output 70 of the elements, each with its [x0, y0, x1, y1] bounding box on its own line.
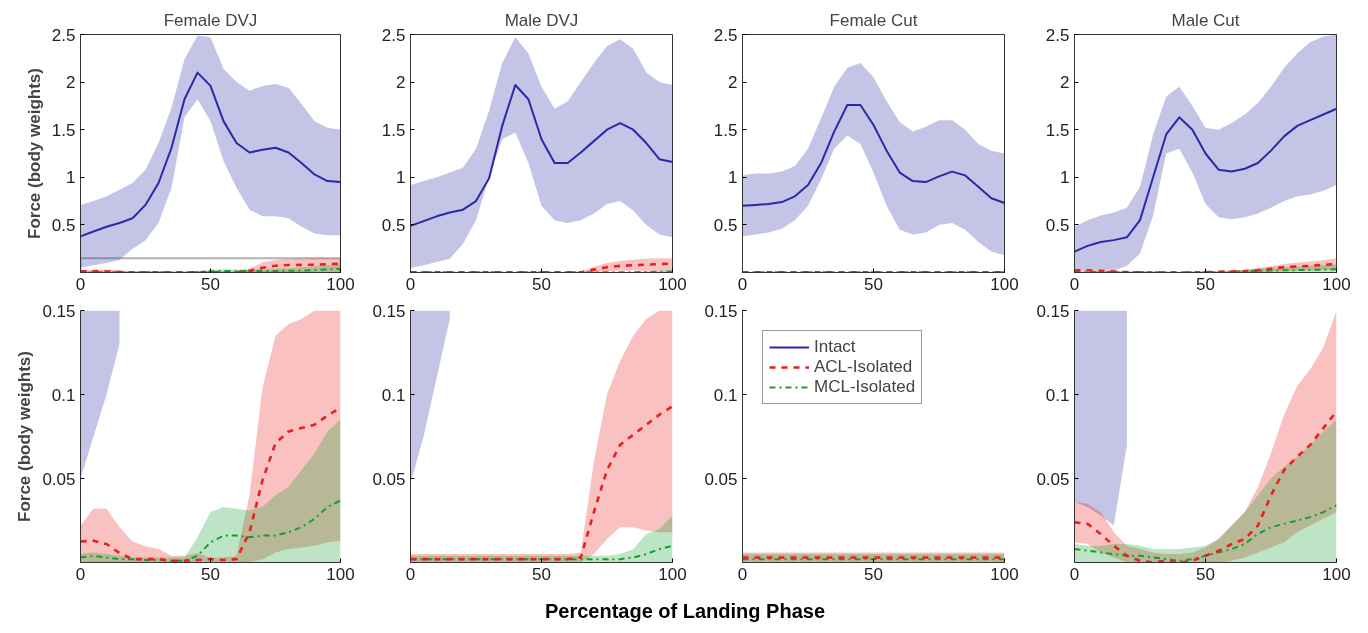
chart-title: Male Cut — [1171, 10, 1240, 30]
y-tick-label: 2 — [396, 73, 406, 93]
y-tick-label: 1 — [66, 168, 76, 188]
x-tick-label: 0 — [75, 274, 86, 294]
y-tick-label: 0.5 — [381, 215, 406, 235]
y-tick-label: 2 — [1060, 73, 1070, 93]
y-tick-label: 2.5 — [713, 25, 738, 45]
x-tick-label: 100 — [326, 564, 355, 584]
y-tick-label: 2 — [66, 73, 76, 93]
line-series — [410, 83, 673, 227]
x-tick-label: 0 — [1069, 274, 1080, 294]
x-tick-label: 0 — [737, 564, 748, 584]
line-series — [1074, 107, 1337, 253]
y-tick-label: 0.5 — [1045, 215, 1070, 235]
x-axis-title: Percentage of Landing Phase — [544, 599, 826, 624]
x-tick-label: 0 — [75, 564, 86, 584]
line-series — [80, 71, 341, 238]
y-tick-label: 0.15 — [1036, 301, 1070, 321]
y-tick-label: 0.05 — [372, 469, 406, 489]
y-tick-label: 0.15 — [42, 301, 76, 321]
x-tick-label: 100 — [990, 564, 1019, 584]
y-tick-label: 0.1 — [713, 385, 738, 405]
y-tick-label: 1.5 — [51, 120, 76, 140]
x-tick-label: 100 — [658, 274, 687, 294]
y-tick-label: 0.1 — [381, 385, 406, 405]
x-tick-label: 0 — [1069, 564, 1080, 584]
y-tick-label: 0.1 — [1045, 385, 1070, 405]
x-tick-label: 50 — [1196, 564, 1215, 584]
x-tick-label: 100 — [326, 274, 355, 294]
x-tick-label: 0 — [405, 564, 416, 584]
y-tick-label: 0.05 — [42, 469, 76, 489]
chart-title: Female Cut — [829, 10, 918, 30]
x-tick-label: 100 — [1322, 274, 1351, 294]
x-tick-label: 50 — [864, 564, 883, 584]
y-tick-label: 2.5 — [381, 25, 406, 45]
x-tick-label: 0 — [405, 274, 416, 294]
y-tick-label: 2.5 — [1045, 25, 1070, 45]
y-tick-label: 1 — [728, 168, 738, 188]
x-tick-label: 100 — [658, 564, 687, 584]
y-axis-title: Force (body weights) — [15, 351, 35, 522]
legend-label: ACL-Isolated — [814, 357, 913, 377]
y-tick-label: 2 — [728, 73, 738, 93]
x-tick-label: 0 — [737, 274, 748, 294]
y-tick-label: 1 — [1060, 168, 1070, 188]
chart-title: Male DVJ — [504, 10, 579, 30]
y-tick-label: 1.5 — [381, 120, 406, 140]
x-tick-label: 100 — [1322, 564, 1351, 584]
y-tick-label: 1 — [396, 168, 406, 188]
y-tick-label: 0.15 — [372, 301, 406, 321]
x-tick-label: 50 — [532, 274, 551, 294]
y-tick-label: 2.5 — [51, 25, 76, 45]
x-tick-label: 50 — [201, 564, 220, 584]
y-tick-label: 0.5 — [51, 215, 76, 235]
legend-label: MCL-Isolated — [814, 377, 916, 397]
legend-label: Intact — [814, 337, 856, 357]
y-tick-label: 0.1 — [51, 385, 76, 405]
x-tick-label: 50 — [201, 274, 220, 294]
y-tick-label: 1.5 — [1045, 120, 1070, 140]
x-tick-label: 100 — [990, 274, 1019, 294]
y-tick-label: 1.5 — [713, 120, 738, 140]
chart-title: Female DVJ — [163, 10, 258, 30]
line-series — [742, 103, 1005, 207]
x-tick-label: 50 — [1196, 274, 1215, 294]
y-tick-label: 0.05 — [1036, 469, 1070, 489]
y-tick-label: 0.05 — [704, 469, 738, 489]
y-axis-title: Force (body weights) — [24, 68, 44, 239]
x-tick-label: 50 — [532, 564, 551, 584]
y-tick-label: 0.5 — [713, 215, 738, 235]
x-tick-label: 50 — [864, 274, 883, 294]
y-tick-label: 0.15 — [704, 301, 738, 321]
